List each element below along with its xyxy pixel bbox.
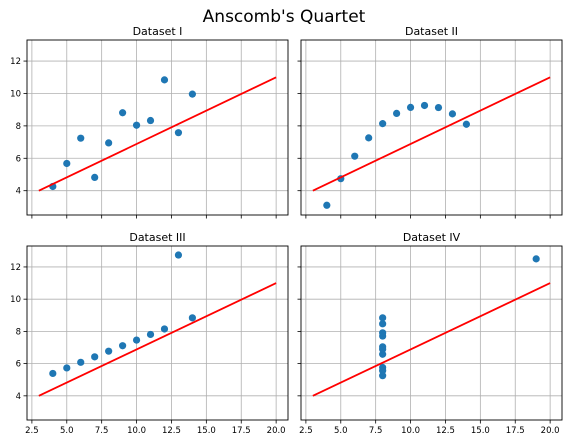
axes-frame (300, 245, 563, 421)
regression-line (38, 76, 277, 192)
x-tick-label: 2.5 (299, 426, 313, 436)
axes-frame (26, 245, 289, 421)
x-tick-label: 15.0 (197, 426, 216, 436)
data-point (132, 121, 141, 129)
x-tick-label: 7.5 (369, 426, 383, 436)
data-point (379, 314, 387, 322)
data-point (379, 329, 387, 337)
data-point (532, 255, 540, 263)
x-tick-label: 20.0 (541, 426, 560, 436)
data-point (77, 358, 85, 366)
data-point (379, 350, 387, 358)
y-tick-label: 4 (16, 392, 21, 402)
x-tick-label: 7.5 (95, 426, 109, 436)
y-tick-label: 12 (10, 57, 21, 67)
data-point (323, 201, 331, 209)
x-tick-label: 5.0 (334, 426, 348, 436)
panel-title: Dataset IV (403, 231, 461, 244)
y-tick-label: 4 (16, 187, 21, 197)
panel-title: Dataset III (129, 231, 185, 244)
x-tick-label: 15.0 (471, 426, 490, 436)
data-point (379, 320, 387, 328)
y-tick-label: 8 (16, 122, 21, 132)
data-point (119, 342, 127, 350)
y-tick-label: 8 (16, 327, 21, 337)
axes-frame (26, 39, 289, 216)
data-point (105, 347, 113, 355)
data-point (393, 109, 401, 118)
data-point (91, 173, 99, 182)
panel-2: Dataset II (297, 25, 563, 219)
data-point (146, 116, 155, 125)
data-point (351, 152, 359, 160)
data-point (379, 367, 387, 375)
data-point (49, 369, 57, 378)
data-point (119, 109, 127, 117)
y-tick-label: 6 (16, 154, 21, 164)
data-point (448, 110, 457, 118)
data-point (188, 314, 196, 322)
data-point (91, 353, 99, 361)
regression-line (312, 76, 551, 192)
data-point (379, 120, 387, 128)
data-point (379, 372, 387, 380)
panel-title: Dataset II (405, 25, 458, 38)
figure-title: Anscomb's Quartet (203, 7, 366, 27)
panel-title: Dataset I (133, 25, 183, 38)
data-point (160, 325, 169, 333)
panel-4: Dataset IV 2.5 5.0 7.5 10.0 12.5 15.0 17.5 20.0 (297, 231, 563, 436)
y-tick-label: 12 (10, 263, 21, 273)
data-point (174, 129, 183, 137)
x-tick-label: 5.0 (60, 426, 74, 436)
data-point (379, 345, 387, 353)
data-point (160, 76, 169, 84)
x-tick-label: 12.5 (436, 426, 455, 436)
data-point (174, 251, 183, 259)
data-point (420, 101, 429, 110)
data-point (365, 134, 373, 142)
regression-line (38, 282, 277, 397)
data-point (105, 139, 113, 147)
y-tick-label: 10 (10, 295, 21, 305)
x-tick-label: 17.5 (506, 426, 525, 436)
x-tick-label: 10.0 (127, 426, 146, 436)
y-tick-label: 10 (10, 89, 21, 99)
x-tick-label: 12.5 (162, 426, 181, 436)
x-tick-label: 17.5 (232, 426, 251, 436)
data-point (188, 90, 196, 98)
data-point (77, 134, 85, 142)
regression-line (312, 282, 551, 397)
y-tick-label: 6 (16, 360, 21, 370)
data-point (406, 103, 415, 112)
panel-1: Dataset I 4 6 8 10 12 (10, 25, 289, 219)
data-point (63, 159, 71, 168)
axes-frame (300, 39, 563, 216)
x-tick-label: 2.5 (25, 426, 39, 436)
data-point (132, 336, 141, 344)
data-point (462, 120, 470, 128)
data-point (434, 103, 443, 112)
panel-3: Dataset III 2.5 5.0 7.5 10.0 12.5 15.0 17.5 20.0… (10, 231, 289, 436)
x-tick-label: 10.0 (401, 426, 420, 436)
x-tick-label: 20.0 (267, 426, 286, 436)
data-point (146, 330, 155, 339)
data-point (63, 364, 71, 372)
